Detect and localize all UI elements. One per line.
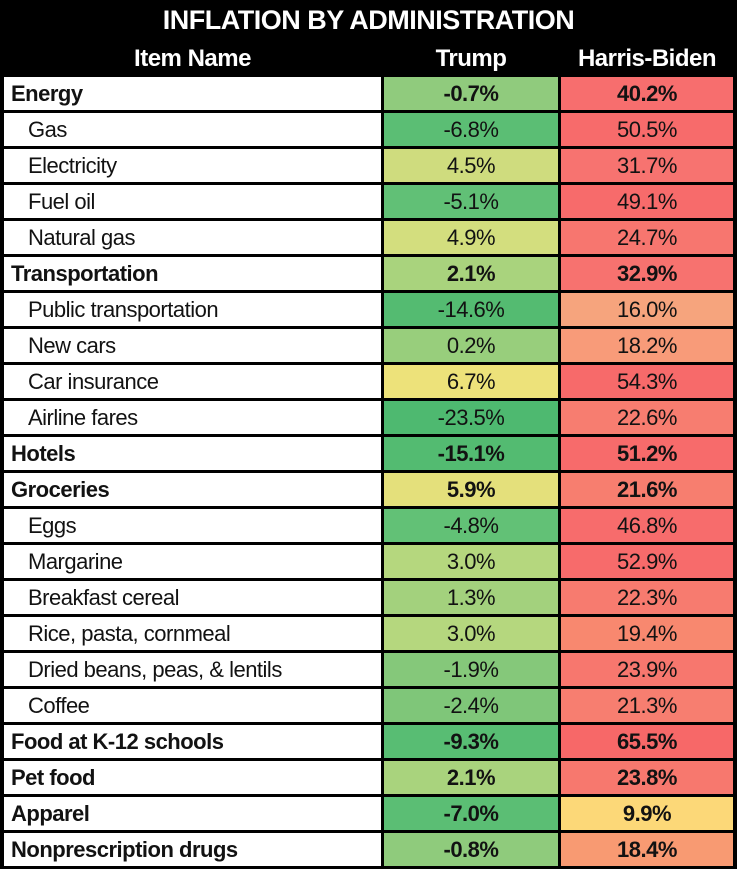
item-name-cell: Hotels — [4, 437, 381, 470]
item-name-cell: Natural gas — [4, 221, 381, 254]
trump-value-cell: -2.4% — [384, 689, 558, 722]
item-name-cell: Airline fares — [4, 401, 381, 434]
item-name-cell: Fuel oil — [4, 185, 381, 218]
harris-biden-value-cell: 18.2% — [561, 329, 733, 362]
trump-value-cell: 4.5% — [384, 149, 558, 182]
item-name-cell: Public transportation — [4, 293, 381, 326]
harris-biden-value-cell: 9.9% — [561, 797, 733, 830]
trump-value-cell: 5.9% — [384, 473, 558, 506]
item-name-cell: Dried beans, peas, & lentils — [4, 653, 381, 686]
item-name-cell: Gas — [4, 113, 381, 146]
trump-value-cell: -9.3% — [384, 725, 558, 758]
column-header-trump: Trump — [435, 44, 507, 72]
trump-value-cell: 4.9% — [384, 221, 558, 254]
trump-value-cell: -7.0% — [384, 797, 558, 830]
item-name-cell: Rice, pasta, cornmeal — [4, 617, 381, 650]
harris-biden-value-cell: 23.9% — [561, 653, 733, 686]
trump-value-cell: 2.1% — [384, 761, 558, 794]
item-name-cell: Transportation — [4, 257, 381, 290]
item-name-cell: Nonprescription drugs — [4, 833, 381, 866]
harris-biden-value-cell: 21.3% — [561, 689, 733, 722]
item-name-cell: Groceries — [4, 473, 381, 506]
table-body: Energy -0.7% 40.2% Gas -6.8% 50.5% Elect… — [0, 77, 737, 869]
harris-biden-value-cell: 18.4% — [561, 833, 733, 866]
harris-biden-value-cell: 65.5% — [561, 725, 733, 758]
item-name-cell: Apparel — [4, 797, 381, 830]
item-name-cell: Margarine — [4, 545, 381, 578]
harris-biden-value-cell: 52.9% — [561, 545, 733, 578]
harris-biden-value-cell: 21.6% — [561, 473, 733, 506]
harris-biden-value-cell: 22.3% — [561, 581, 733, 614]
item-name-cell: New cars — [4, 329, 381, 362]
harris-biden-value-cell: 16.0% — [561, 293, 733, 326]
item-name-cell: Pet food — [4, 761, 381, 794]
harris-biden-value-cell: 22.6% — [561, 401, 733, 434]
harris-biden-value-cell: 49.1% — [561, 185, 733, 218]
trump-value-cell: 3.0% — [384, 617, 558, 650]
trump-value-cell: -5.1% — [384, 185, 558, 218]
item-name-cell: Food at K-12 schools — [4, 725, 381, 758]
trump-value-cell: -4.8% — [384, 509, 558, 542]
column-header-item-name: Item Name — [134, 44, 251, 72]
item-name-cell: Car insurance — [4, 365, 381, 398]
harris-biden-value-cell: 19.4% — [561, 617, 733, 650]
harris-biden-value-cell: 40.2% — [561, 77, 733, 110]
trump-value-cell: -23.5% — [384, 401, 558, 434]
trump-value-cell: 1.3% — [384, 581, 558, 614]
harris-biden-value-cell: 24.7% — [561, 221, 733, 254]
harris-biden-value-cell: 23.8% — [561, 761, 733, 794]
trump-value-cell: 3.0% — [384, 545, 558, 578]
trump-value-cell: 0.2% — [384, 329, 558, 362]
trump-value-cell: -0.7% — [384, 77, 558, 110]
trump-value-cell: -14.6% — [384, 293, 558, 326]
item-name-cell: Eggs — [4, 509, 381, 542]
trump-value-cell: -15.1% — [384, 437, 558, 470]
page-title: INFLATION BY ADMINISTRATION — [162, 4, 575, 35]
column-header-harris-biden: Harris-Biden — [577, 44, 717, 72]
harris-biden-value-cell: 54.3% — [561, 365, 733, 398]
harris-biden-value-cell: 50.5% — [561, 113, 733, 146]
item-name-cell: Coffee — [4, 689, 381, 722]
item-name-cell: Energy — [4, 77, 381, 110]
trump-value-cell: 6.7% — [384, 365, 558, 398]
trump-value-cell: -0.8% — [384, 833, 558, 866]
trump-value-cell: 2.1% — [384, 257, 558, 290]
table-header-row: Item Name Trump Harris-Biden — [0, 40, 737, 77]
harris-biden-value-cell: 31.7% — [561, 149, 733, 182]
harris-biden-value-cell: 32.9% — [561, 257, 733, 290]
item-name-cell: Electricity — [4, 149, 381, 182]
harris-biden-value-cell: 51.2% — [561, 437, 733, 470]
item-name-cell: Breakfast cereal — [4, 581, 381, 614]
trump-value-cell: -1.9% — [384, 653, 558, 686]
harris-biden-value-cell: 46.8% — [561, 509, 733, 542]
trump-value-cell: -6.8% — [384, 113, 558, 146]
